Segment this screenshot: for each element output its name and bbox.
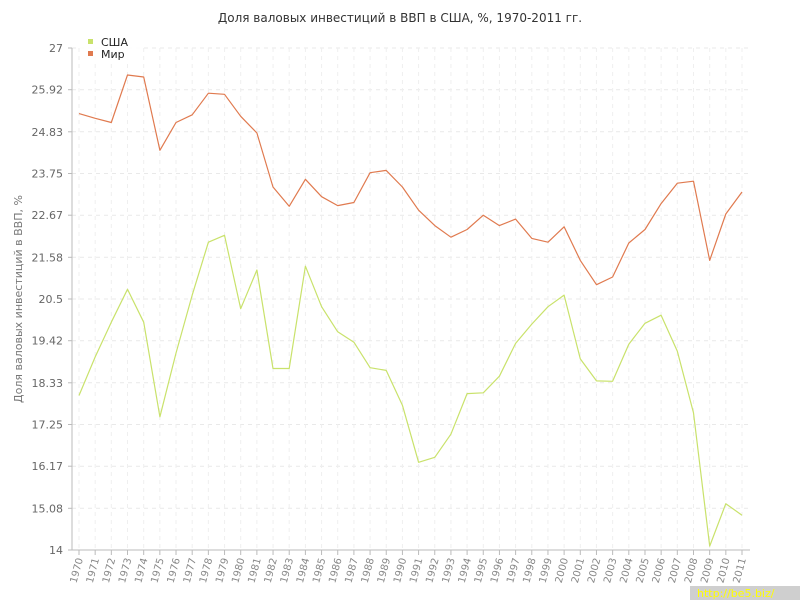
y-tick-label: 21.58 <box>32 251 64 264</box>
y-tick-label: 16.17 <box>32 460 64 473</box>
x-tick-label: 2002 <box>586 557 603 584</box>
legend-marker <box>88 51 93 56</box>
x-tick-label: 1973 <box>117 557 134 584</box>
series-layer <box>78 74 743 547</box>
x-tick-label: 1984 <box>295 557 312 584</box>
y-tick-label: 14 <box>49 544 63 557</box>
y-tick-label: 23.75 <box>32 168 64 181</box>
x-tick-label: 1975 <box>150 557 167 584</box>
x-tick-label: 2000 <box>554 557 571 584</box>
x-tick-label: 1983 <box>279 557 296 584</box>
legend-marker <box>88 39 93 44</box>
y-tick-label: 15.08 <box>32 502 64 515</box>
x-tick-label: 1980 <box>230 557 247 584</box>
x-tick-label: 1974 <box>133 557 150 584</box>
x-ticks: 1970197119721973197419751976197719781979… <box>69 557 749 584</box>
x-tick-label: 1993 <box>441 557 458 584</box>
series-line-2 <box>78 74 743 286</box>
y-tick-label: 27 <box>49 42 63 55</box>
legend-box <box>80 34 140 64</box>
x-tick-label: 1971 <box>85 557 102 584</box>
x-tick-label: 1999 <box>538 557 555 584</box>
x-tick-label: 1986 <box>327 557 344 584</box>
x-tick-label: 1985 <box>311 557 328 584</box>
x-tick-label: 2001 <box>570 557 587 584</box>
x-tick-label: 1977 <box>182 557 199 584</box>
x-tick-label: 2009 <box>699 557 716 584</box>
y-tick-label: 17.25 <box>32 419 64 432</box>
x-tick-label: 2007 <box>667 557 684 584</box>
x-tick-label: 2005 <box>635 557 652 584</box>
x-tick-label: 1970 <box>69 557 86 584</box>
x-tick-label: 2003 <box>602 557 619 584</box>
watermark[interactable]: http://be5.biz/ <box>690 586 800 600</box>
x-tick-label: 1996 <box>489 557 506 584</box>
legend-label[interactable]: Мир <box>101 48 125 61</box>
x-tick-label: 2004 <box>618 557 635 584</box>
x-tick-label: 1978 <box>198 557 215 584</box>
x-tick-label: 2010 <box>716 557 733 584</box>
x-tick-label: 1988 <box>360 557 377 584</box>
x-tick-label: 1998 <box>521 557 538 584</box>
watermark-link[interactable]: http://be5.biz/ <box>697 587 775 600</box>
x-tick-label: 1972 <box>101 557 118 584</box>
chart-title: Доля валовых инвестиций в ВВП в США, %, … <box>218 11 582 25</box>
x-tick-label: 1990 <box>392 557 409 584</box>
x-tick-label: 1982 <box>263 557 280 584</box>
x-tick-label: 1991 <box>408 557 425 584</box>
y-tick-label: 20.5 <box>39 293 64 306</box>
x-tick-label: 2006 <box>651 557 668 584</box>
y-tick-label: 18.33 <box>32 377 64 390</box>
y-tick-label: 22.67 <box>32 209 64 222</box>
x-tick-label: 1995 <box>473 557 490 584</box>
y-tick-label: 19.42 <box>32 335 64 348</box>
x-tick-label: 1979 <box>214 557 231 584</box>
y-axis-label: Доля валовых инвестиций в ВВП, % <box>12 195 25 403</box>
axes <box>68 47 750 555</box>
y-ticks: 14 15.08 16.17 17.25 18.33 19.42 20.5 21.58 22.6… <box>32 42 64 557</box>
x-tick-label: 1997 <box>505 557 522 584</box>
x-tick-label: 1989 <box>376 557 393 584</box>
x-tick-label: 1992 <box>424 557 441 584</box>
legend-label[interactable]: США <box>101 36 128 49</box>
watermark-background <box>690 586 800 600</box>
y-tick-label: 24.83 <box>32 126 64 139</box>
x-tick-label: 1994 <box>457 557 474 584</box>
x-tick-label: 1987 <box>344 557 361 584</box>
x-tick-label: 1981 <box>247 557 264 584</box>
x-tick-label: 2011 <box>732 557 749 584</box>
x-tick-label: 2008 <box>683 557 700 584</box>
y-tick-label: 25.92 <box>32 84 64 97</box>
grid <box>72 47 750 551</box>
series-line-1 <box>78 234 743 547</box>
x-tick-label: 1976 <box>166 557 183 584</box>
